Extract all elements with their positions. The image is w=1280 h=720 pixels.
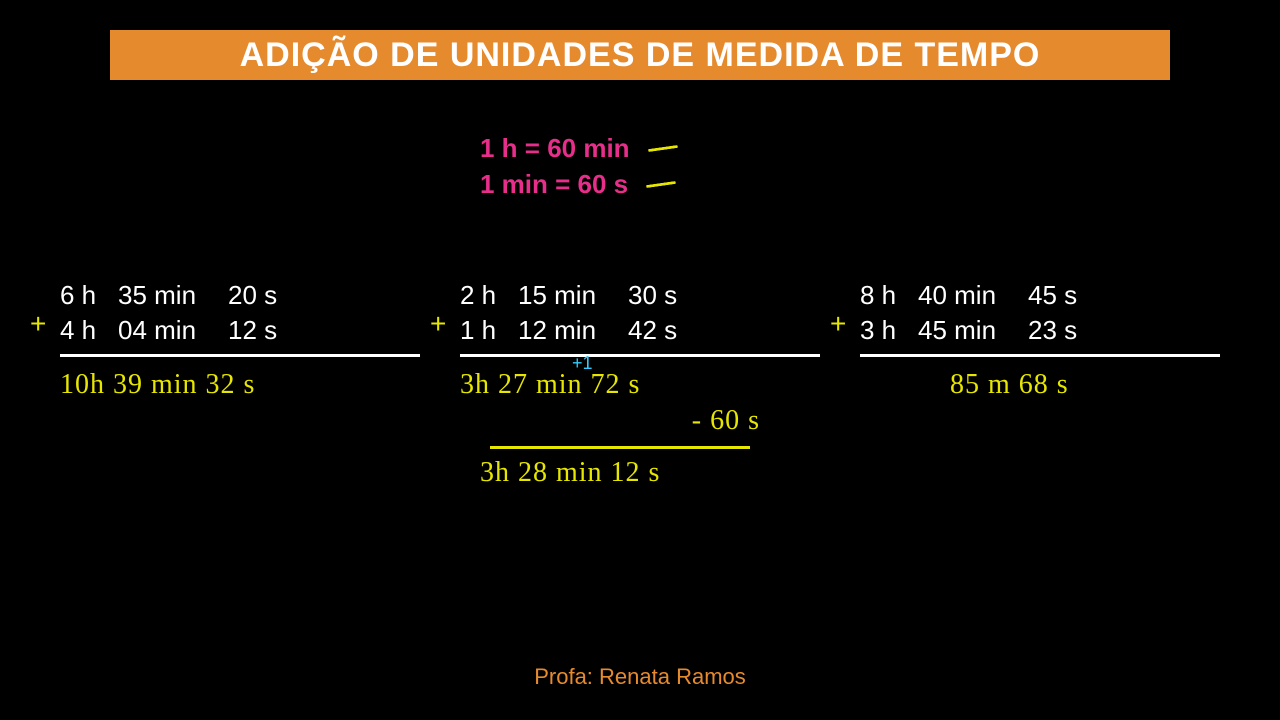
p2-rule [460,354,820,357]
p2-a-h: 2 h [460,280,518,311]
p2-row-a: 2 h 15 min 30 s [460,280,820,311]
p1-b-m: 04 min [118,315,228,346]
title-text: ADIÇÃO DE UNIDADES DE MEDIDA DE TEMPO [240,36,1041,75]
p1-row-a: 6 h 35 min 20 s [60,280,420,311]
p2-hand-rule [490,446,750,449]
p1-a-m: 35 min [118,280,228,311]
p1-rule [60,354,420,357]
footer-text: Profa: Renata Ramos [534,664,746,689]
plus-sign: + [430,308,446,340]
plus-sign: + [830,308,846,340]
dash-icon [648,145,678,152]
p2-result1: 3h 27 min 72 s [460,367,820,403]
p1-a-h: 6 h [60,280,118,311]
p3-b-h: 3 h [860,315,918,346]
p2-result2: 3h 28 min 12 s [460,455,820,491]
p3-a-s: 45 s [1028,280,1098,311]
conversion-1-text: 1 h = 60 min [480,130,630,166]
p3-row-b: 3 h 45 min 23 s [860,315,1220,346]
p3-b-m: 45 min [918,315,1028,346]
p2-b-h: 1 h [460,315,518,346]
p2-b-m: 12 min [518,315,628,346]
p1-a-s: 20 s [228,280,298,311]
p3-result: 85 m 68 s [860,367,1220,403]
conversion-line-1: 1 h = 60 min [480,130,678,166]
conversion-2-text: 1 min = 60 s [480,166,628,202]
footer-credit: Profa: Renata Ramos [0,664,1280,690]
title-bar: ADIÇÃO DE UNIDADES DE MEDIDA DE TEMPO [110,30,1170,80]
p1-b-s: 12 s [228,315,298,346]
p3-b-s: 23 s [1028,315,1098,346]
problem-2: + 2 h 15 min 30 s 1 h 12 min 42 s +1 3h … [460,280,820,491]
p2-carry: +1 [572,353,593,374]
plus-sign: + [30,308,46,340]
p2-row-b: 1 h 12 min 42 s [460,315,820,346]
problems-row: + 6 h 35 min 20 s 4 h 04 min 12 s 10h 39… [60,280,1220,491]
conversion-line-2: 1 min = 60 s [480,166,678,202]
p1-row-b: 4 h 04 min 12 s [60,315,420,346]
p2-a-m: 15 min [518,280,628,311]
conversions-block: 1 h = 60 min 1 min = 60 s [480,130,678,203]
problem-1: + 6 h 35 min 20 s 4 h 04 min 12 s 10h 39… [60,280,420,491]
p3-rule [860,354,1220,357]
problem-3: + 8 h 40 min 45 s 3 h 45 min 23 s 85 m 6… [860,280,1220,491]
p1-result: 10h 39 min 32 s [60,367,420,403]
p3-a-m: 40 min [918,280,1028,311]
dash-icon [646,181,676,188]
p3-a-h: 8 h [860,280,918,311]
p3-row-a: 8 h 40 min 45 s [860,280,1220,311]
p2-adjust: - 60 s [460,403,820,439]
p2-a-s: 30 s [628,280,698,311]
p1-b-h: 4 h [60,315,118,346]
p2-b-s: 42 s [628,315,698,346]
